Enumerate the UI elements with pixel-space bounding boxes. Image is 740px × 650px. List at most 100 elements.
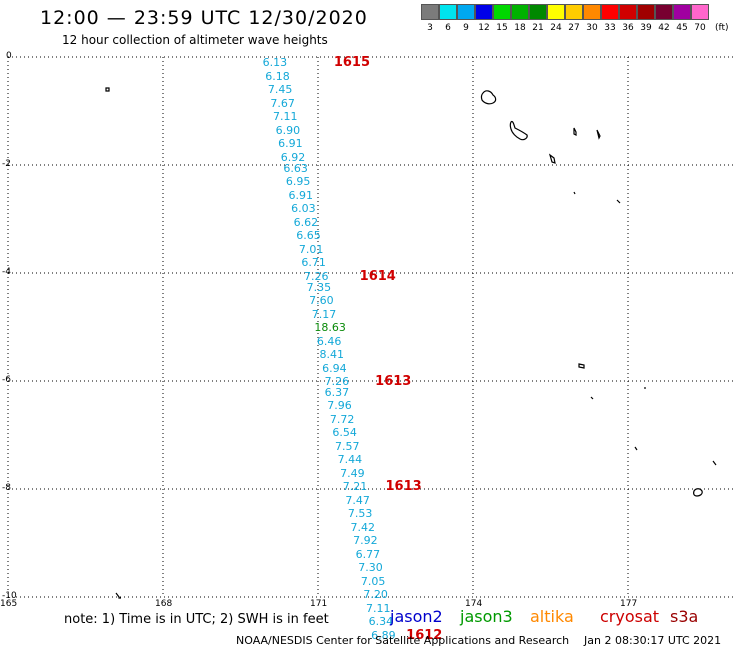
legend-label: 6 — [445, 23, 451, 33]
pass-time-label: 1613 — [375, 374, 412, 389]
legend-label: 30 — [586, 23, 598, 33]
map-title: 12:00 — 23:59 UTC 12/30/2020 — [40, 7, 368, 29]
satellite-cryosat: cryosat — [600, 607, 660, 626]
wave-height-value: 6.91 — [288, 188, 314, 202]
island — [616, 199, 621, 204]
wave-height-value: 18.63 — [314, 321, 346, 334]
legend-swatch-42 — [655, 4, 673, 20]
wave-height-value: 7.49 — [340, 466, 365, 480]
wave-height-value: 6.89 — [371, 628, 396, 642]
island-outlines — [105, 87, 717, 599]
legend-label: 9 — [463, 23, 469, 33]
wave-height-value: 6.34 — [368, 615, 394, 629]
lon-tick-label: 171 — [310, 599, 328, 609]
legend-swatch-33 — [601, 4, 619, 20]
wave-height-value: 7.17 — [311, 307, 337, 321]
island — [573, 127, 577, 136]
lon-tick-label: 177 — [620, 599, 638, 609]
island — [596, 129, 601, 140]
legend-swatch-39 — [637, 4, 655, 20]
legend-swatch-70 — [691, 4, 709, 20]
lon-tick-label: 165 — [0, 599, 18, 609]
map-grid — [7, 56, 736, 598]
island — [480, 90, 497, 105]
legend-label: 42 — [658, 23, 670, 33]
island — [573, 191, 576, 195]
legend-swatch-18 — [511, 4, 529, 20]
island — [693, 488, 703, 497]
pass-time-label: 1615 — [333, 55, 371, 71]
island — [634, 446, 638, 451]
legend-swatch-12 — [475, 4, 493, 20]
lon-tick-label: 174 — [465, 599, 483, 609]
legend-label: 12 — [478, 23, 490, 33]
wave-height-value: 6.94 — [322, 361, 347, 375]
wave-height-value: 7.35 — [306, 280, 332, 294]
lat-tick-label: -2 — [2, 159, 11, 169]
lat-tick-label: -4 — [2, 267, 11, 277]
wave-height-value: 6.90 — [275, 123, 301, 137]
wave-height-value: 7.57 — [335, 439, 360, 453]
wave-height-value: 6.91 — [278, 137, 303, 151]
lat-tick-label: -6 — [2, 375, 11, 385]
generated-timestamp: Jan 2 08:30:17 UTC 2021 — [584, 634, 722, 647]
wave-height-value: 7.26 — [324, 375, 350, 388]
wave-height-value: 6.18 — [265, 69, 290, 83]
wave-height-value: 7.20 — [363, 588, 388, 602]
wave-height-value: 6.46 — [316, 334, 342, 348]
wave-height-value: 6.71 — [301, 256, 326, 270]
pass-time-label: 1614 — [359, 268, 396, 284]
wave-height-value: 7.45 — [267, 83, 293, 97]
legend-label: 24 — [550, 23, 562, 33]
wave-height-value: 6.13 — [262, 56, 288, 70]
legend-label: 15 — [496, 23, 508, 33]
legend-swatch-24 — [547, 4, 565, 20]
legend-label: 45 — [676, 23, 688, 33]
wave-height-value: 7.11 — [273, 110, 298, 124]
wave-height-value: 7.42 — [350, 520, 376, 534]
legend-swatch-45 — [673, 4, 691, 20]
wave-height-value: 7.30 — [358, 561, 383, 575]
lat-tick-label: -8 — [2, 483, 11, 493]
satellite-altika: altika — [530, 607, 574, 626]
wave-height-value: 7.01 — [298, 242, 324, 256]
wave-height-value: 8.41 — [319, 348, 345, 361]
wave-height-value: 6.77 — [355, 547, 381, 561]
legend-label: 70 — [694, 23, 706, 33]
wave-height-value: 6.03 — [291, 202, 316, 216]
legend-swatch-27 — [565, 4, 583, 20]
wave-height-value: 7.47 — [345, 493, 370, 507]
legend-swatch-30 — [583, 4, 601, 20]
wave-height-value: 7.53 — [347, 507, 373, 521]
island — [590, 396, 594, 400]
legend-unit: (ft) — [715, 23, 729, 33]
wave-height-value: 7.05 — [360, 574, 386, 588]
wave-height-value: 6.37 — [324, 385, 350, 399]
island — [548, 153, 556, 164]
satellite-jason3: jason3 — [460, 607, 513, 626]
legend-swatch-36 — [619, 4, 637, 20]
lat-tick-label: 0 — [6, 51, 12, 61]
legend-label: 27 — [568, 23, 580, 33]
wave-height-value: 7.26 — [304, 269, 329, 283]
map-subtitle: 12 hour collection of altimeter wave hei… — [62, 33, 328, 47]
satellite-s3a: s3a — [670, 607, 699, 626]
pass-time-label: 1612 — [406, 627, 443, 643]
wave-height-value: 6.92 — [280, 150, 306, 164]
island — [578, 363, 585, 369]
credit-line: NOAA/NESDIS Center for Satellite Applica… — [236, 634, 570, 647]
legend-label: 33 — [604, 23, 616, 33]
pass-time-label: 1613 — [385, 479, 422, 495]
legend-swatch-6 — [439, 4, 457, 20]
lat-tick-label: -10 — [2, 591, 17, 601]
wave-height-value: 7.21 — [342, 480, 368, 494]
wave-height-value: 7.60 — [309, 294, 334, 307]
legend-label: 3 — [427, 23, 433, 33]
island — [115, 592, 121, 599]
island — [509, 120, 528, 141]
island — [712, 460, 717, 466]
wave-height-value: 6.95 — [285, 175, 311, 189]
wave-height-value: 7.72 — [329, 412, 355, 426]
legend-label: 36 — [622, 23, 634, 33]
